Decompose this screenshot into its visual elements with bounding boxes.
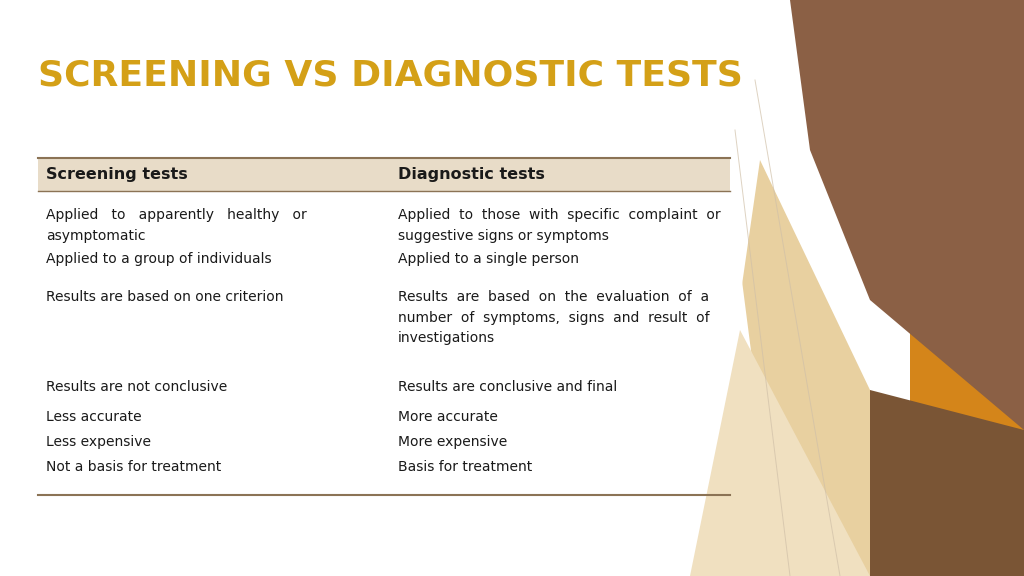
Text: Less expensive: Less expensive bbox=[46, 435, 151, 449]
Text: Basis for treatment: Basis for treatment bbox=[398, 460, 532, 474]
Text: Results are based on one criterion: Results are based on one criterion bbox=[46, 290, 284, 304]
Text: Results are conclusive and final: Results are conclusive and final bbox=[398, 380, 617, 394]
Text: Results are not conclusive: Results are not conclusive bbox=[46, 380, 227, 394]
Text: Applied to a group of individuals: Applied to a group of individuals bbox=[46, 252, 271, 266]
Polygon shape bbox=[690, 330, 870, 576]
Text: SCREENING VS DIAGNOSTIC TESTS: SCREENING VS DIAGNOSTIC TESTS bbox=[38, 58, 742, 92]
Text: Diagnostic tests: Diagnostic tests bbox=[398, 167, 545, 182]
Polygon shape bbox=[870, 390, 1024, 576]
Polygon shape bbox=[790, 0, 1024, 430]
Text: Applied  to  those  with  specific  complaint  or
suggestive signs or symptoms: Applied to those with specific complaint… bbox=[398, 208, 721, 242]
Text: Less accurate: Less accurate bbox=[46, 410, 141, 424]
Polygon shape bbox=[580, 110, 780, 576]
Text: Results  are  based  on  the  evaluation  of  a
number  of  symptoms,  signs  an: Results are based on the evaluation of a… bbox=[398, 290, 710, 345]
Polygon shape bbox=[700, 160, 870, 576]
Text: Applied to a single person: Applied to a single person bbox=[398, 252, 579, 266]
Bar bbox=[38, 158, 730, 191]
Text: Screening tests: Screening tests bbox=[46, 167, 187, 182]
Text: Not a basis for treatment: Not a basis for treatment bbox=[46, 460, 221, 474]
Text: Applied   to   apparently   healthy   or
asymptomatic: Applied to apparently healthy or asympto… bbox=[46, 208, 307, 242]
Text: More accurate: More accurate bbox=[398, 410, 498, 424]
Text: More expensive: More expensive bbox=[398, 435, 507, 449]
Polygon shape bbox=[910, 0, 1024, 576]
